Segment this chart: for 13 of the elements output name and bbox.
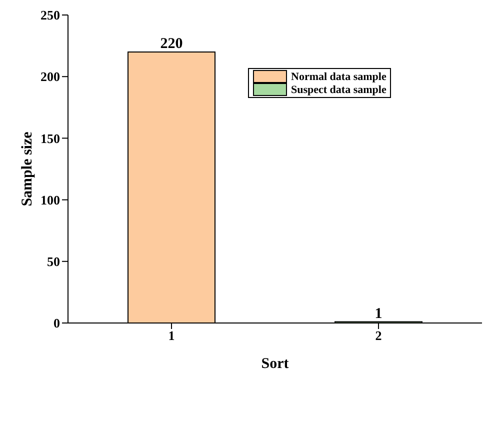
y-tick-label: 100 [40,192,60,208]
x-axis-title: Sort [261,356,289,372]
data-label: 220 [160,36,183,52]
data-label: 1 [374,306,382,322]
legend-label: Suspect data sample [291,84,386,96]
y-tick-label: 200 [40,69,60,84]
y-tick-label: 50 [47,254,60,270]
legend-label: Normal data sample [291,70,386,82]
y-tick-label: 0 [54,316,60,331]
y-tick-label: 250 [40,8,60,23]
y-axis-title: Sample size [19,131,36,206]
y-tick-label: 150 [40,130,60,146]
x-tick-label: 2 [375,328,382,344]
